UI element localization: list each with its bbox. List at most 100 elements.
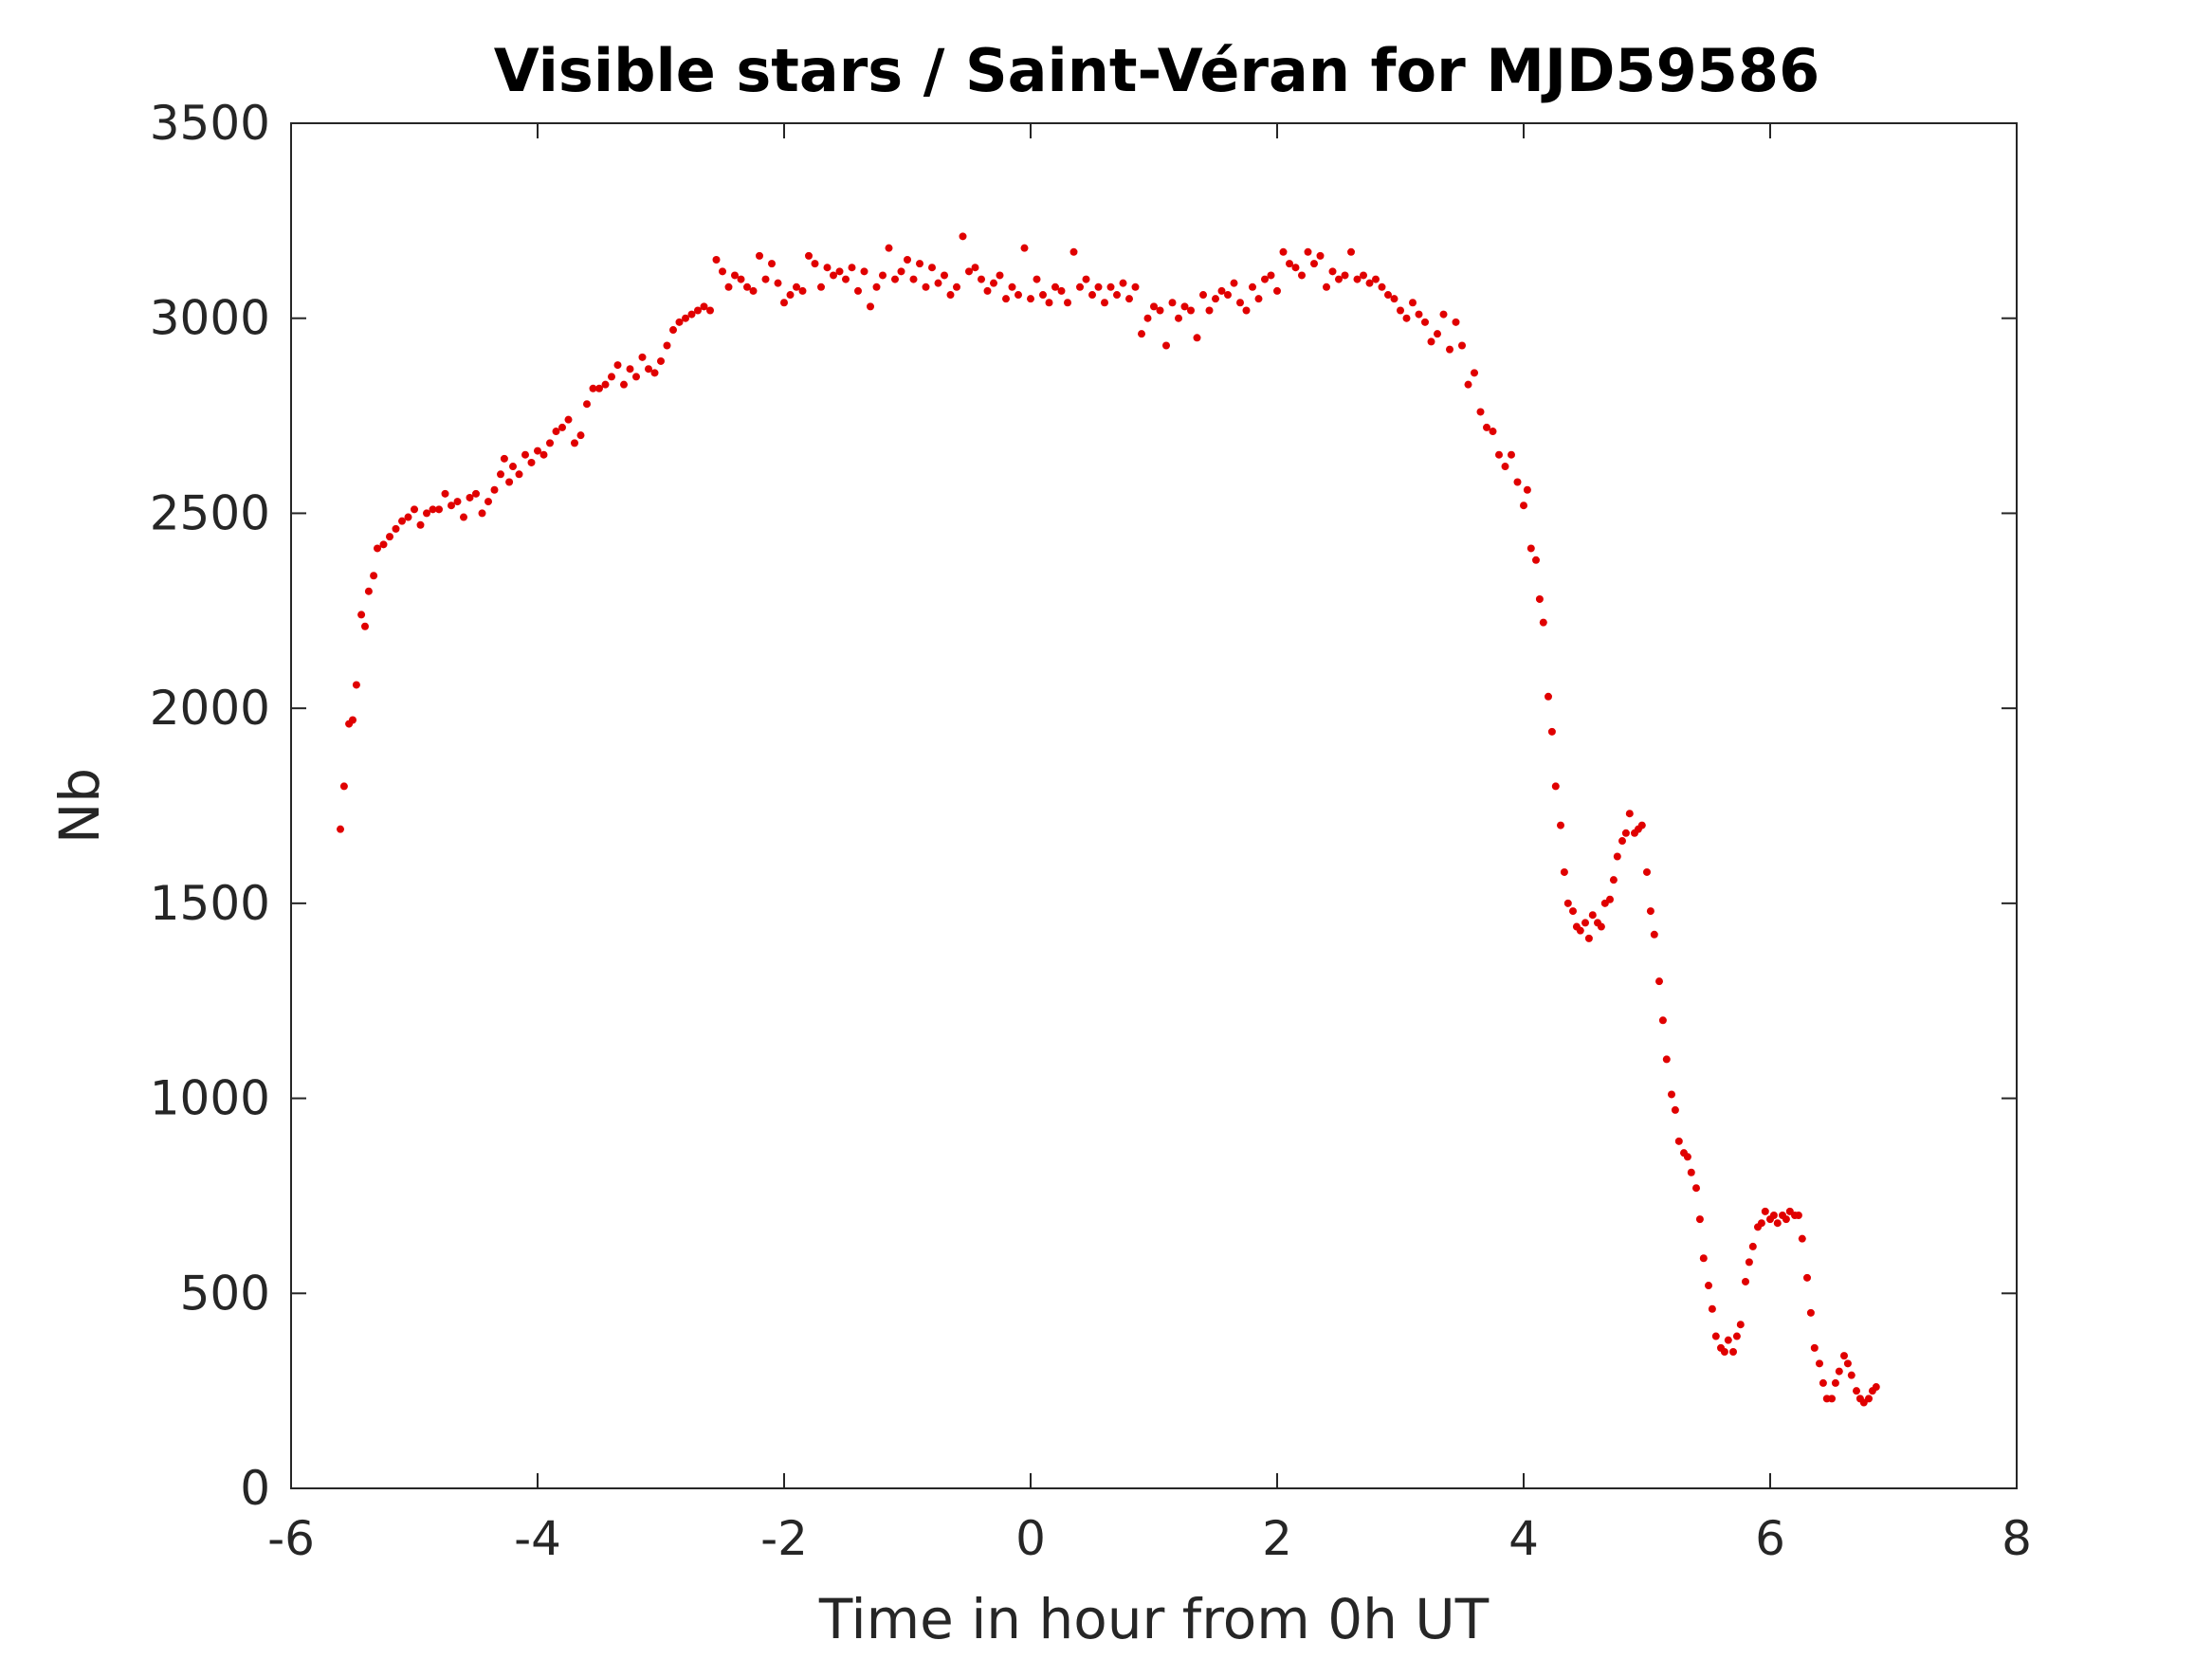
data-point — [1347, 247, 1355, 256]
x-tick-label: 4 — [1508, 1511, 1539, 1566]
data-point — [1687, 1168, 1695, 1176]
x-tick-label: 0 — [1015, 1511, 1046, 1566]
data-point — [1625, 810, 1634, 818]
data-point — [934, 279, 942, 287]
data-point — [1236, 299, 1244, 307]
data-point — [1402, 314, 1411, 322]
data-point — [1483, 423, 1490, 431]
data-point — [687, 310, 696, 319]
data-point — [1724, 1336, 1732, 1344]
data-point — [1304, 247, 1312, 256]
data-point — [1365, 279, 1374, 287]
data-point — [1732, 1332, 1741, 1340]
data-point — [404, 513, 412, 521]
data-point — [1372, 275, 1380, 283]
data-point — [1020, 244, 1029, 252]
data-point — [423, 509, 430, 518]
data-point — [448, 501, 455, 510]
data-point — [1757, 1219, 1765, 1228]
data-point — [392, 524, 400, 533]
data-point — [1267, 271, 1275, 280]
data-point — [724, 283, 733, 291]
data-point — [1397, 306, 1404, 315]
data-point — [558, 423, 566, 431]
data-point — [657, 356, 665, 365]
data-point — [1847, 1371, 1856, 1379]
data-point — [860, 267, 868, 276]
data-point — [1495, 450, 1503, 459]
data-point — [1057, 286, 1066, 295]
data-point — [1106, 283, 1115, 291]
x-tick-label: -4 — [514, 1511, 561, 1566]
data-point — [1033, 275, 1041, 283]
data-point — [650, 369, 659, 377]
data-point — [1002, 295, 1010, 303]
data-point — [959, 232, 967, 241]
data-point — [509, 463, 517, 471]
data-point — [1175, 314, 1182, 322]
data-point — [1588, 911, 1597, 920]
data-point — [1113, 291, 1121, 300]
data-point — [798, 286, 807, 295]
data-point — [946, 291, 955, 300]
data-point — [1476, 408, 1485, 416]
data-point — [1748, 1242, 1757, 1250]
data-point — [1794, 1212, 1802, 1219]
data-point — [416, 520, 425, 529]
data-point — [1508, 450, 1515, 459]
data-point — [1310, 260, 1318, 268]
data-point — [1168, 299, 1177, 307]
data-point — [521, 450, 529, 459]
data-point — [811, 260, 819, 268]
x-axis: -6 -4 -2 0 2 4 6 8 — [267, 123, 2032, 1566]
data-point — [1452, 318, 1460, 326]
x-axis-label: Time in hour from 0h UT — [818, 1587, 1490, 1651]
data-point — [1782, 1215, 1790, 1224]
data-point — [1535, 594, 1544, 603]
data-point — [613, 361, 622, 370]
data-point — [909, 275, 918, 283]
x-tick-label: 8 — [2002, 1511, 2032, 1566]
data-point — [1729, 1348, 1737, 1356]
data-point — [1803, 1273, 1811, 1282]
data-point — [743, 283, 751, 291]
data-point — [1015, 291, 1022, 300]
data-point — [453, 498, 462, 506]
data-point — [1094, 283, 1103, 291]
data-point — [1230, 279, 1238, 287]
data-point — [1323, 283, 1330, 291]
data-point — [1180, 302, 1189, 311]
x-tick-label: 2 — [1262, 1511, 1292, 1566]
data-point — [515, 470, 523, 479]
data-point — [1464, 380, 1472, 389]
data-point — [1341, 271, 1349, 280]
data-point — [1557, 821, 1564, 830]
data-point — [928, 264, 936, 272]
data-point — [1298, 271, 1306, 280]
data-point — [1421, 318, 1429, 326]
data-point — [941, 271, 948, 280]
data-point — [971, 264, 979, 272]
data-point — [645, 365, 652, 374]
data-point — [1138, 330, 1145, 338]
y-tick-label: 2500 — [150, 485, 270, 540]
data-point — [632, 373, 640, 381]
data-point — [1708, 1304, 1716, 1313]
data-point — [1532, 556, 1540, 564]
y-tick-label: 3500 — [150, 96, 270, 151]
data-point — [1576, 926, 1584, 935]
data-point — [1242, 306, 1251, 315]
data-point — [1872, 1383, 1880, 1392]
data-point — [1597, 922, 1605, 931]
data-point — [1736, 1321, 1745, 1329]
data-point — [663, 341, 671, 350]
data-point — [357, 611, 366, 619]
data-point — [1745, 1258, 1753, 1267]
data-point — [472, 489, 480, 498]
data-point — [1328, 267, 1337, 276]
data-point — [386, 533, 393, 541]
data-point — [571, 439, 578, 447]
data-point — [990, 279, 997, 287]
data-point — [595, 384, 603, 392]
